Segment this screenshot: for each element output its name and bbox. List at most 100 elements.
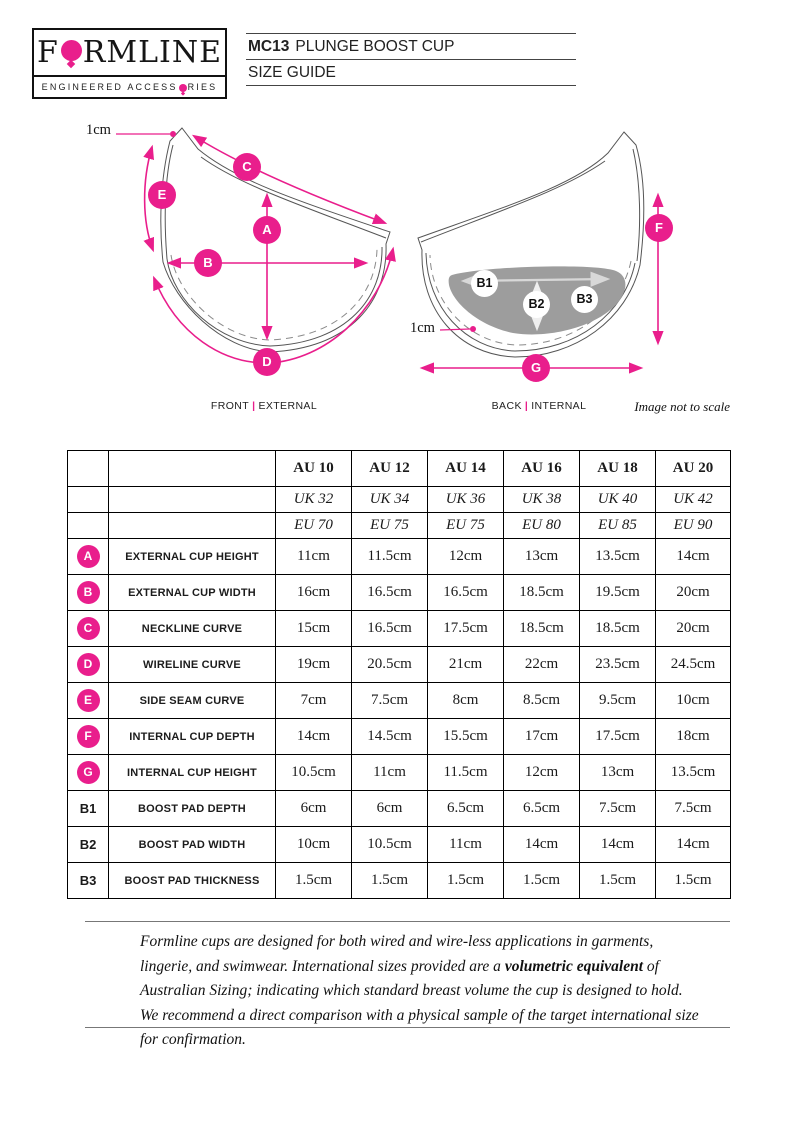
balloon-o-small-icon: [178, 84, 187, 92]
table-row: B3 BOOST PAD THICKNESS 1.5cm 1.5cm 1.5cm 1.5c…: [67, 862, 731, 899]
footer-text-pre: Formline cups are designed for both wire…: [140, 933, 654, 975]
back-1cm-dot: [470, 326, 476, 332]
back-cup-outline: [417, 131, 645, 358]
measurement-cell: 18cm: [655, 718, 731, 755]
size-header-cell: EU 75: [351, 512, 428, 539]
badge-e: E: [148, 181, 176, 209]
logo-tagline: ENGINEERED ACCESS RIES: [34, 75, 225, 97]
measurement-cell: 10cm: [275, 826, 352, 863]
measurement-cell: 9.5cm: [579, 682, 656, 719]
footer-note: Formline cups are designed for both wire…: [140, 930, 700, 1053]
row-label: BOOST PAD DEPTH: [108, 790, 276, 827]
table-row: B1 BOOST PAD DEPTH 6cm 6cm 6.5cm 6.5cm 7.5cm 7.…: [67, 790, 731, 827]
header-spacer: [108, 450, 276, 487]
badge-b2: B2: [523, 291, 550, 318]
badge-g: G: [522, 354, 550, 382]
measurement-cell: 11cm: [275, 538, 352, 575]
measurement-cell: 14cm: [503, 826, 580, 863]
front-caption-right: EXTERNAL: [258, 400, 318, 412]
measurement-cell: 17cm: [503, 718, 580, 755]
table-row: F INTERNAL CUP DEPTH 14cm 14.5cm 15.5cm 17cm 1…: [67, 718, 731, 755]
measurement-cell: 17.5cm: [427, 610, 504, 647]
measurement-cell: 16.5cm: [351, 610, 428, 647]
measurement-cell: 16cm: [275, 574, 352, 611]
model-code: MC13: [248, 38, 290, 55]
badge-f: F: [645, 214, 673, 242]
row-key-b2: B2: [67, 826, 109, 863]
row-key-b: B: [67, 574, 109, 611]
measurement-cell: 23.5cm: [579, 646, 656, 683]
footer-rule-top: [85, 921, 730, 922]
measurement-cell: 18.5cm: [579, 610, 656, 647]
size-header-cell: UK 32: [275, 486, 352, 513]
size-header-cell: UK 38: [503, 486, 580, 513]
measurement-cell: 14.5cm: [351, 718, 428, 755]
measurement-cell: 11cm: [427, 826, 504, 863]
measurement-cell: 1.5cm: [275, 862, 352, 899]
measurement-cell: 20cm: [655, 574, 731, 611]
badge-d: D: [253, 348, 281, 376]
measurement-cell: 13cm: [503, 538, 580, 575]
row-label: INTERNAL CUP HEIGHT: [108, 754, 276, 791]
measurement-cell: 7cm: [275, 682, 352, 719]
front-seam-allowance-label: 1cm: [86, 122, 111, 138]
measurement-cell: 18.5cm: [503, 610, 580, 647]
header-spacer: [108, 486, 276, 513]
row-key-f: F: [67, 718, 109, 755]
row-badge-e: E: [76, 689, 100, 712]
document-subtitle: SIZE GUIDE: [248, 64, 336, 81]
scale-note: Image not to scale: [634, 399, 730, 414]
badge-b1: B1: [471, 270, 498, 297]
size-header-cell: UK 40: [579, 486, 656, 513]
size-header-cell: EU 90: [655, 512, 731, 539]
row-badge-g: G: [76, 761, 100, 784]
measurement-cell: 1.5cm: [427, 862, 504, 899]
row-key-e: E: [67, 682, 109, 719]
measurement-cell: 7.5cm: [351, 682, 428, 719]
size-header-cell: AU 20: [655, 450, 731, 487]
measurement-cell: 7.5cm: [655, 790, 731, 827]
badge-b: B: [194, 249, 222, 277]
badge-a: A: [253, 216, 281, 244]
measurement-cell: 1.5cm: [503, 862, 580, 899]
size-header-cell: EU 85: [579, 512, 656, 539]
measurement-cell: 1.5cm: [351, 862, 428, 899]
size-header-cell: AU 10: [275, 450, 352, 487]
front-1cm-dot: [170, 131, 176, 137]
row-label: NECKLINE CURVE: [108, 610, 276, 647]
measurement-cell: 1.5cm: [579, 862, 656, 899]
footer-text-bold: volumetric equivalent: [504, 957, 644, 975]
row-key-d: D: [67, 646, 109, 683]
row-badge-f: F: [76, 725, 100, 748]
title-rule-bottom: [246, 85, 576, 86]
size-header-cell: UK 36: [427, 486, 504, 513]
size-header-cell: EU 70: [275, 512, 352, 539]
measurement-cell: 16.5cm: [351, 574, 428, 611]
measurement-cell: 6cm: [351, 790, 428, 827]
header-spacer: [67, 450, 109, 487]
measurement-cell: 18.5cm: [503, 574, 580, 611]
measurement-cell: 21cm: [427, 646, 504, 683]
row-label: BOOST PAD THICKNESS: [108, 862, 276, 899]
back-caption-right: INTERNAL: [531, 400, 587, 412]
measurement-cell: 19.5cm: [579, 574, 656, 611]
measurement-cell: 13.5cm: [655, 754, 731, 791]
table-row: B EXTERNAL CUP WIDTH 16cm 16.5cm 16.5cm 18.5c…: [67, 574, 731, 611]
measurement-cell: 20.5cm: [351, 646, 428, 683]
badge-b3: B3: [571, 286, 598, 313]
row-label: EXTERNAL CUP HEIGHT: [108, 538, 276, 575]
row-key-g: G: [67, 754, 109, 791]
measurement-cell: 11.5cm: [427, 754, 504, 791]
document-title: MC13 PLUNGE BOOST CUP: [246, 34, 576, 59]
size-header-cell: AU 18: [579, 450, 656, 487]
size-header-cell: AU 16: [503, 450, 580, 487]
size-header-cell: EU 80: [503, 512, 580, 539]
table-row: C NECKLINE CURVE 15cm 16.5cm 17.5cm 18.5cm 18.…: [67, 610, 731, 647]
measurement-cell: 8.5cm: [503, 682, 580, 719]
front-caption-left: FRONT: [210, 400, 250, 412]
measurement-cell: 24.5cm: [655, 646, 731, 683]
logo-brand-post: RMLINE: [82, 35, 223, 70]
size-header-cell: AU 14: [427, 450, 504, 487]
row-label: EXTERNAL CUP WIDTH: [108, 574, 276, 611]
table-row: B2 BOOST PAD WIDTH 10cm 10.5cm 11cm 14cm 14cm 1…: [67, 826, 731, 863]
